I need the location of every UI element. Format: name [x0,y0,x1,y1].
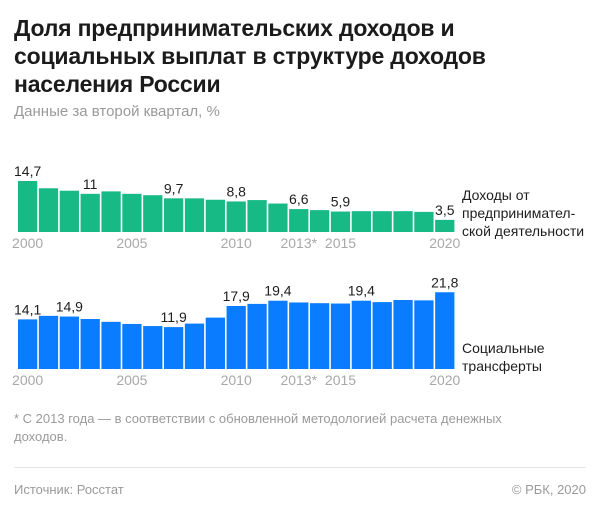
x-tick-label-2005: 2005 [116,235,147,251]
bar-2009 [205,317,225,369]
bar-2019 [414,300,434,369]
data-label-2016: 19,4 [348,283,375,299]
bar-2017 [372,211,392,232]
bar-2011 [247,303,267,369]
bar-2014 [310,210,330,232]
copyright: © РБК, 2020 [511,482,586,497]
bar-2016 [351,300,371,369]
x-tick-label-2020: 2020 [429,235,460,251]
series-label-line: ской деятельности [462,223,585,239]
bar-2008 [184,198,205,232]
bar-2003 [80,319,100,369]
series-label-line: Доходы от [462,187,530,203]
bar-2000 [18,319,38,369]
series-label-line: трансферты [462,358,542,374]
bar-2005 [122,323,142,369]
data-label-2013: 6,6 [289,191,309,207]
x-tick-label-2000: 2000 [12,372,43,388]
bar-2018 [393,300,413,369]
data-label-2007: 9,7 [164,180,184,196]
series-label-line: предпринимател- [462,205,576,221]
series-label-social-transfers: Социальные трансферты [462,339,545,375]
x-tick-label-2005: 2005 [116,372,147,388]
bar-2000 [18,180,38,232]
x-tick-label-2015: 2015 [325,235,356,251]
bar-2015 [330,303,351,369]
data-label-2000: 14,7 [14,163,41,179]
bar-2011 [247,200,267,232]
bar-2015 [330,211,351,232]
bar-2020 [435,292,455,369]
data-label-2015: 5,9 [331,194,351,210]
bar-2002 [59,316,79,369]
divider [14,467,586,468]
bar-2007 [164,198,184,232]
bar-2016 [351,211,371,232]
bar-2012 [268,300,288,369]
series-label-line: Социальные [462,340,545,356]
series-label-entrepreneurial-income: Доходы от предпринимател- ской деятельно… [462,186,584,240]
bar-2013 [289,302,309,369]
data-label-2012: 19,4 [264,283,291,299]
bar-2005 [122,193,142,232]
data-label-2000: 14,1 [14,301,41,317]
data-label-2020: 3,5 [435,202,455,218]
bar-2001 [38,188,59,232]
x-tick-label-2000: 2000 [12,235,43,251]
bar-2007 [164,327,184,369]
x-tick-label-2013: 2013* [280,372,317,388]
data-label-2020: 21,8 [431,274,458,290]
bar-2019 [414,211,434,232]
bar-2004 [101,321,121,369]
bar-2010 [226,201,246,232]
entrepreneurial-income-chart: 14,7 2000 11 2005 9,7 8,8 2010 6,6 2013* 5,9 2015 3… [12,163,460,251]
source-note: Источник: Росстат [14,482,124,497]
data-label-2010: 17,9 [223,288,250,304]
data-label-2007: 11,9 [161,309,187,325]
bar-2006 [143,195,163,232]
bar-2012 [268,203,288,232]
social-transfers-chart: 14,1 2000 14,9 2005 11,9 17,9 2010 19,4 2013* 201… [12,274,460,388]
bar-2001 [38,315,59,369]
x-tick-label-2020: 2020 [429,372,460,388]
x-tick-label-2015: 2015 [325,372,356,388]
bar-2017 [372,302,392,369]
x-tick-label-2010: 2010 [221,372,252,388]
bar-2018 [393,211,413,232]
bar-2009 [205,199,225,232]
x-tick-label-2013: 2013* [280,235,317,251]
data-label-2010: 8,8 [226,183,246,199]
bar-2004 [101,191,121,232]
bar-2010 [226,305,246,369]
bar-2020 [435,219,455,232]
bar-2013 [289,209,309,232]
bar-2003 [80,193,100,232]
chart-subtitle: Данные за второй квартал, % [14,103,220,120]
chart-title: Доля предпринимательских доходов и социа… [14,15,486,97]
bar-2002 [59,190,79,232]
bar-2014 [310,303,330,369]
data-label-2003: 11 [83,176,98,192]
data-label-2002: 14,9 [56,299,83,315]
footnote: * С 2013 года — в соответствии с обновле… [14,411,502,444]
bar-2008 [184,323,205,369]
bar-2006 [143,326,163,369]
x-tick-label-2010: 2010 [221,235,252,251]
